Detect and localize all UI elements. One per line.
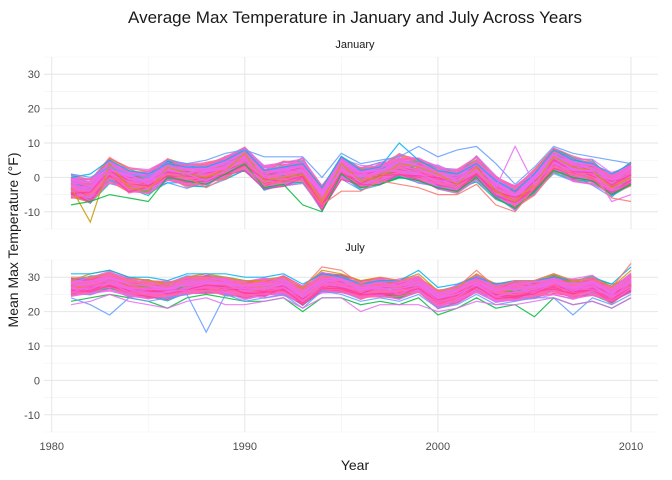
y-tick-label: 20 — [28, 307, 40, 319]
y-tick-label: 10 — [28, 138, 40, 150]
series-line — [70, 275, 632, 300]
x-axis-title: Year — [341, 457, 370, 473]
series-line-station-b — [70, 162, 632, 213]
y-tick-label: 0 — [34, 375, 40, 387]
series-line — [70, 282, 632, 303]
y-tick-label: -10 — [24, 410, 40, 422]
y-tick-label: -10 — [24, 207, 40, 219]
y-tick-label: 30 — [28, 272, 40, 284]
panel-label-january: January — [335, 39, 375, 51]
y-tick-label: 0 — [34, 172, 40, 184]
y-tick-label: 30 — [28, 69, 40, 81]
series-line-station-d — [70, 290, 632, 334]
series-line-station-e — [70, 145, 632, 203]
y-axis-title: Mean Max Temperature (°F) — [5, 153, 21, 328]
x-tick-label: 1990 — [233, 441, 257, 453]
y-tick-label: 10 — [28, 341, 40, 353]
series-line-station-a — [70, 152, 632, 224]
x-tick-label: 2000 — [426, 441, 450, 453]
series-line — [70, 161, 632, 203]
x-tick-label: 2010 — [619, 441, 643, 453]
panel-label-july: July — [345, 242, 365, 254]
y-tick-label: 20 — [28, 104, 40, 116]
series-line — [70, 286, 632, 306]
series-line — [70, 167, 632, 211]
x-axis-ticks: 1980 1990 2000 2010 — [39, 441, 643, 453]
series-line — [70, 153, 632, 197]
series-line — [70, 282, 632, 301]
series-line-station-f — [71, 263, 632, 292]
series-line-station-f — [70, 166, 632, 213]
series-line — [70, 156, 632, 197]
series-line-station-d — [70, 145, 632, 186]
series-line — [70, 273, 632, 296]
panel-january: -10 0 10 20 30 — [24, 56, 658, 230]
panel-july: -10 0 10 20 30 — [24, 259, 658, 433]
x-tick-label: 1980 — [39, 441, 63, 453]
series-line-station-e — [70, 293, 632, 313]
chart-title: Average Max Temperature in January and J… — [128, 8, 582, 27]
series-line-station-c — [70, 142, 632, 192]
